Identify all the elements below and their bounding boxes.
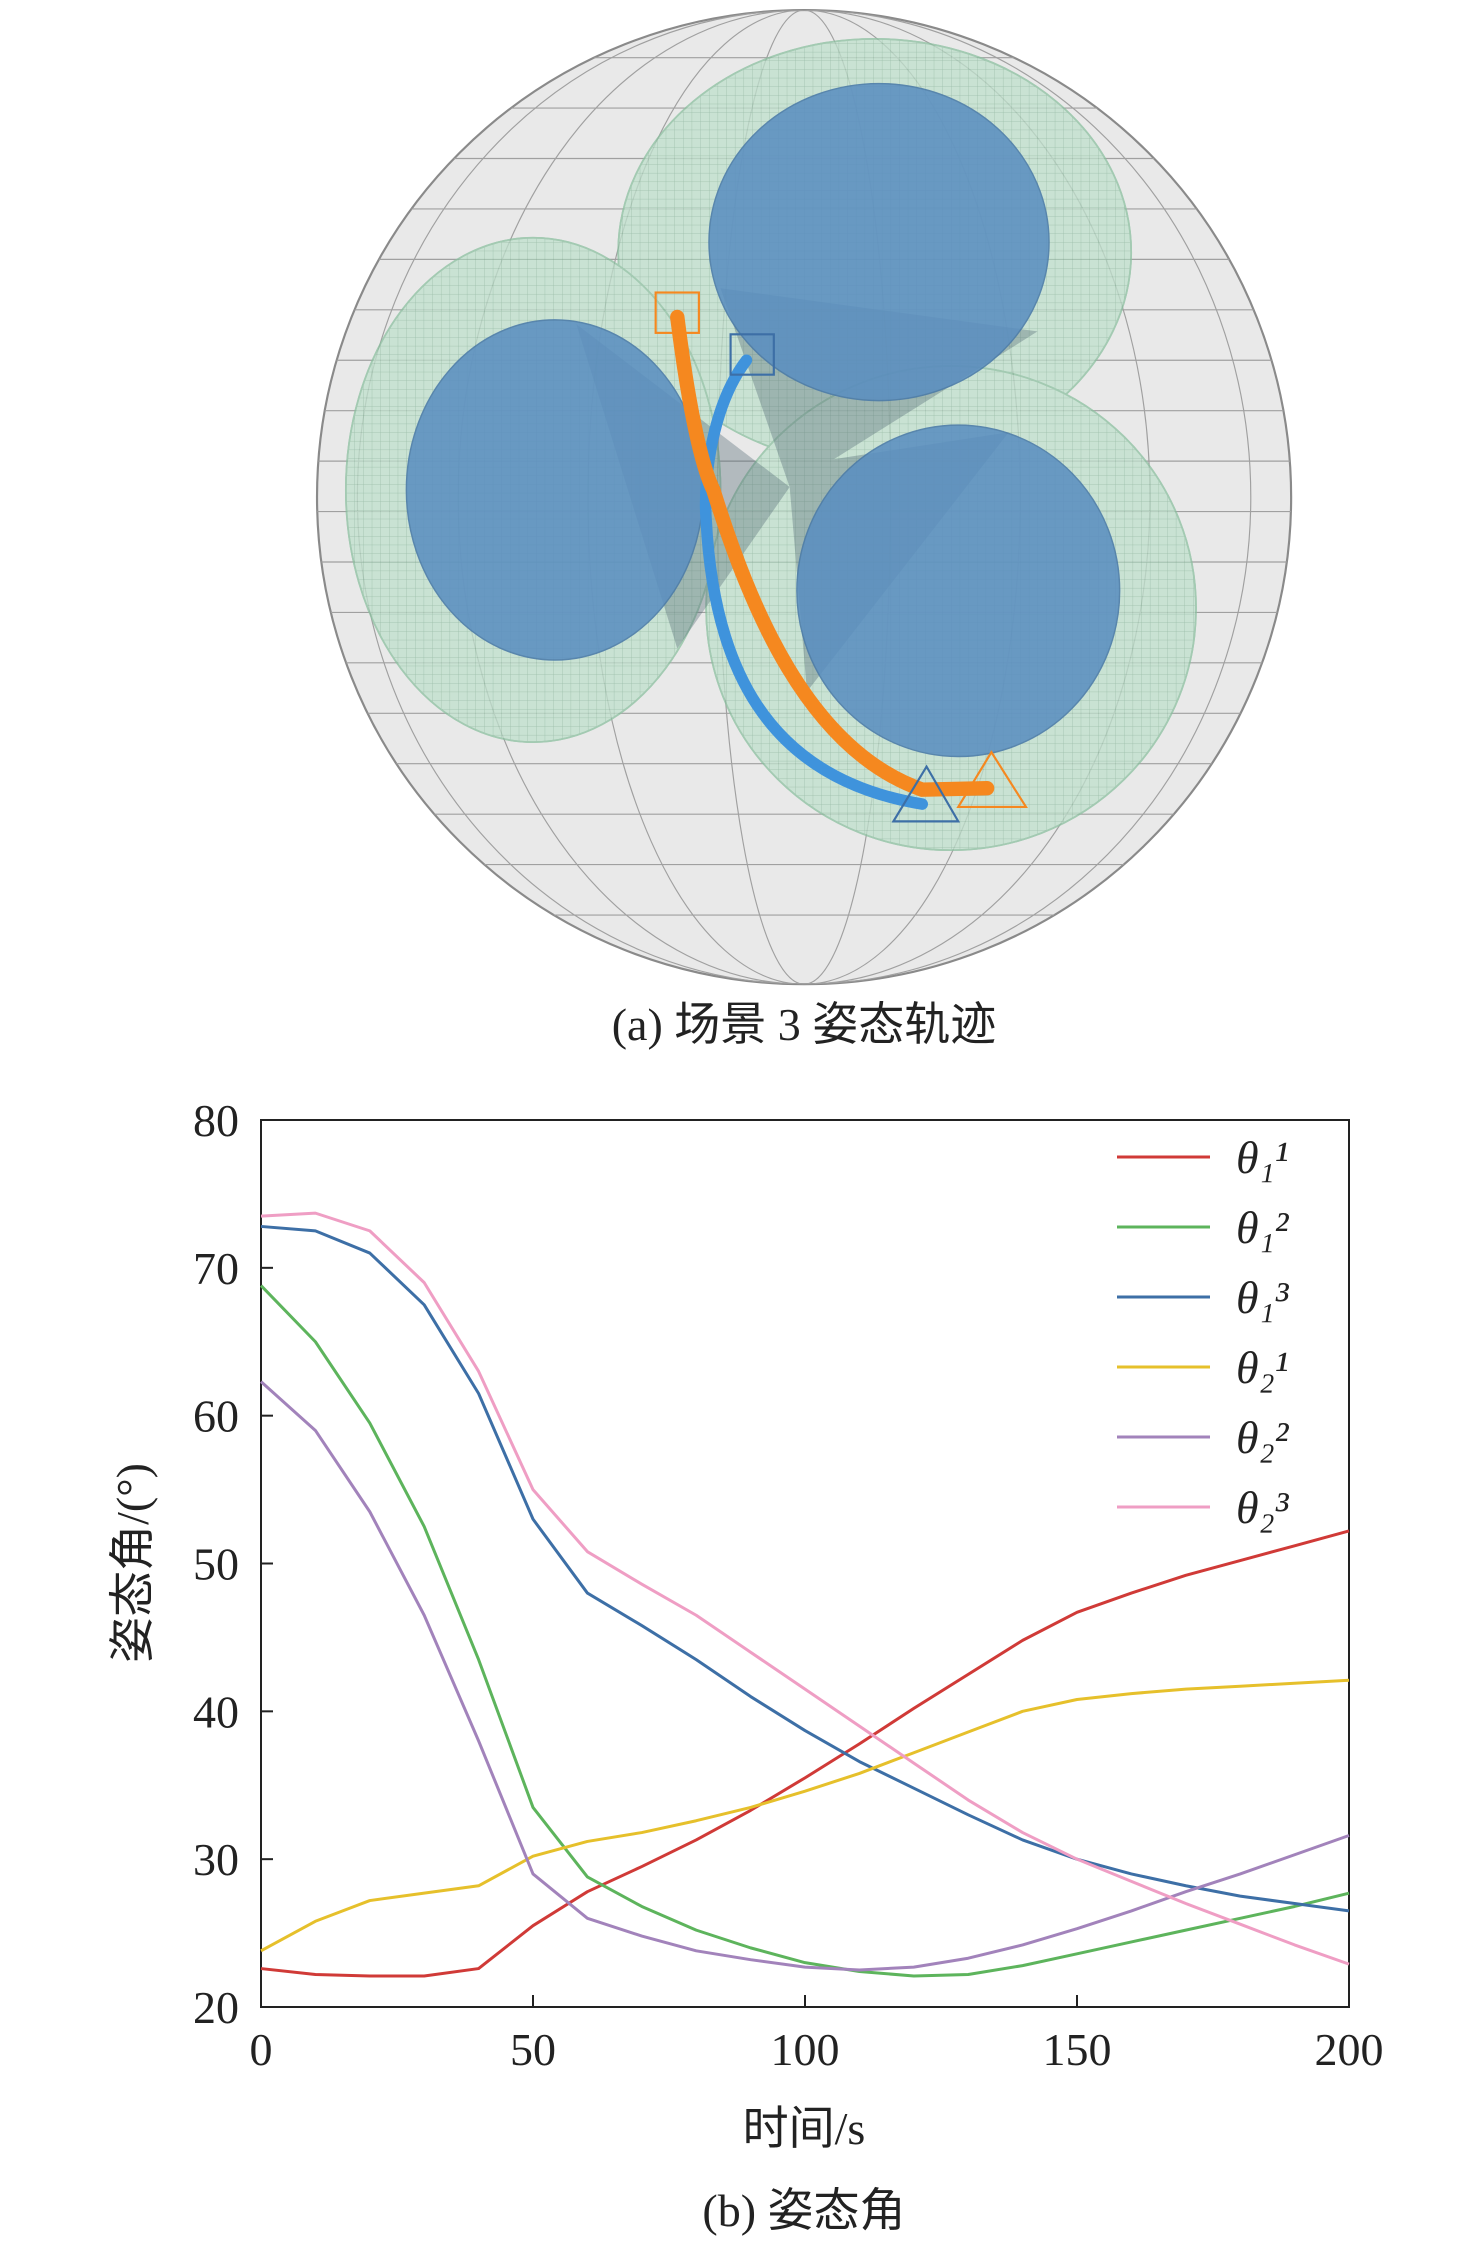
y-axis-label: 姿态角/(°) — [107, 1463, 158, 1663]
x-tick-label: 100 — [771, 2024, 840, 2075]
series-line — [260, 1224, 1350, 1913]
y-tick-label: 40 — [193, 1686, 239, 1737]
series-line — [259, 1284, 1350, 1978]
legend-label: θ₂³ — [1236, 1482, 1290, 1533]
x-axis-label: 时间/s — [743, 2103, 866, 2154]
legend-label: θ₂² — [1236, 1412, 1290, 1463]
caption-a: (a) 场景 3 姿态轨迹 — [612, 999, 997, 1050]
x-tick-label: 50 — [510, 2024, 556, 2075]
legend-label: θ₁¹ — [1236, 1132, 1288, 1183]
y-tick-label: 60 — [193, 1391, 239, 1442]
y-tick-label: 30 — [193, 1834, 239, 1885]
x-tick-label: 200 — [1315, 2024, 1384, 2075]
plot-frame — [260, 1119, 1350, 2008]
legend-label: θ₂¹ — [1236, 1342, 1288, 1393]
caption-b: (b) 姿态角 — [702, 2185, 905, 2236]
legend-label: θ₁³ — [1236, 1272, 1290, 1323]
legend-label: θ₁² — [1236, 1202, 1290, 1253]
series-line — [260, 1211, 1350, 1966]
y-tick-label: 70 — [193, 1243, 239, 1294]
y-tick-label: 80 — [193, 1095, 239, 1146]
series-line — [260, 1678, 1350, 1953]
y-tick-label: 50 — [193, 1539, 239, 1590]
series-line — [259, 1380, 1350, 1972]
x-tick-label: 0 — [250, 2024, 273, 2075]
attitude-trajectory-illustration — [315, 9, 1293, 986]
x-tick-label: 150 — [1043, 2024, 1112, 2075]
y-tick-label: 20 — [193, 1982, 239, 2033]
series-line — [260, 1529, 1350, 1978]
